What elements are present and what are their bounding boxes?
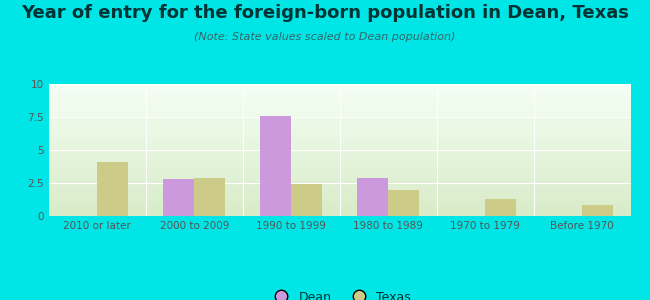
Bar xyxy=(260,116,291,216)
Legend: Dean, Texas: Dean, Texas xyxy=(263,286,416,300)
Bar xyxy=(98,162,128,216)
Bar xyxy=(357,178,388,216)
Bar xyxy=(582,206,613,216)
Bar xyxy=(485,199,516,216)
Bar xyxy=(194,178,225,216)
Text: (Note: State values scaled to Dean population): (Note: State values scaled to Dean popul… xyxy=(194,32,456,41)
Bar xyxy=(163,179,194,216)
Text: Year of entry for the foreign-born population in Dean, Texas: Year of entry for the foreign-born popul… xyxy=(21,4,629,22)
Bar xyxy=(291,184,322,216)
Bar xyxy=(388,190,419,216)
